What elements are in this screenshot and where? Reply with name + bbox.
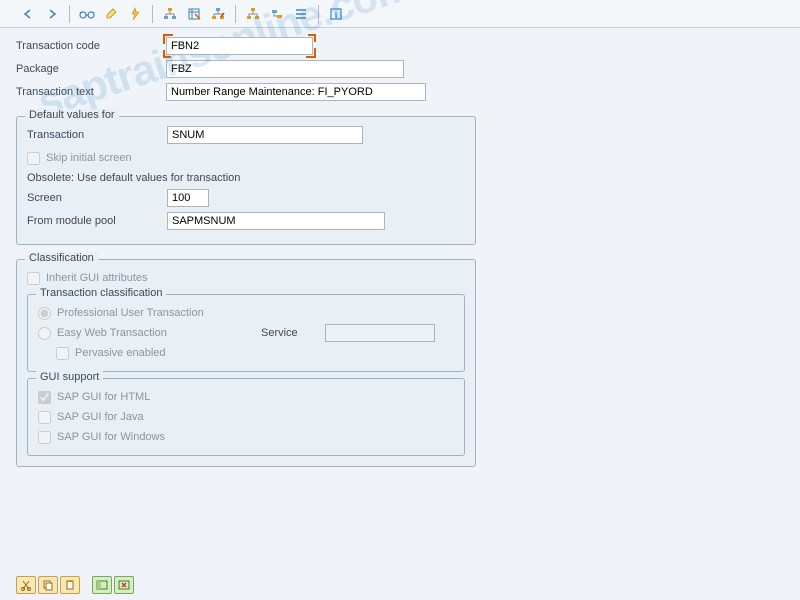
gui-win-checkbox <box>38 431 51 444</box>
glasses-icon[interactable] <box>77 4 97 24</box>
gui-java-checkbox <box>38 411 51 424</box>
gui-html-label: SAP GUI for HTML <box>57 391 150 403</box>
back-icon[interactable] <box>18 4 38 24</box>
ttext-label: Transaction text <box>16 86 166 98</box>
easy-radio <box>38 327 51 340</box>
module-label: From module pool <box>27 215 167 227</box>
inherit-label: Inherit GUI attributes <box>46 272 148 284</box>
stack-icon[interactable] <box>291 4 311 24</box>
gui-title: GUI support <box>36 371 103 383</box>
hierarchy-icon[interactable] <box>243 4 263 24</box>
layout-close-icon[interactable] <box>114 576 134 594</box>
prof-label: Professional User Transaction <box>57 307 204 319</box>
paste-icon[interactable] <box>60 576 80 594</box>
gui-java-label: SAP GUI for Java <box>57 411 144 423</box>
toolbar-separator <box>235 5 236 23</box>
cut-icon[interactable] <box>16 576 36 594</box>
transaction-classification-box: Transaction classification Professional … <box>27 294 465 372</box>
package-label: Package <box>16 63 166 75</box>
transaction-label: Transaction <box>27 129 167 141</box>
screen-input[interactable] <box>167 189 209 207</box>
defaults-title: Default values for <box>25 109 119 121</box>
forward-icon[interactable] <box>42 4 62 24</box>
obsolete-note: Obsolete: Use default values for transac… <box>27 172 465 184</box>
application-toolbar: i <box>0 0 800 28</box>
toolbar-separator <box>69 5 70 23</box>
info-icon[interactable]: i <box>326 4 346 24</box>
object-list-icon[interactable] <box>184 4 204 24</box>
gui-win-label: SAP GUI for Windows <box>57 431 165 443</box>
gui-support-box: GUI support SAP GUI for HTML SAP GUI for… <box>27 378 465 456</box>
service-input <box>325 324 435 342</box>
classification-group: Classification Inherit GUI attributes Tr… <box>16 259 476 467</box>
transaction-input[interactable] <box>167 126 363 144</box>
screen-label: Screen <box>27 192 167 204</box>
copy-icon[interactable] <box>38 576 58 594</box>
service-label: Service <box>261 327 321 339</box>
assign-icon[interactable] <box>267 4 287 24</box>
toolbar-separator <box>152 5 153 23</box>
pervasive-checkbox <box>56 347 69 360</box>
package-input[interactable] <box>166 60 404 78</box>
tcode-input[interactable] <box>166 37 313 55</box>
where-used-in-icon[interactable] <box>160 4 180 24</box>
activate-icon[interactable] <box>125 4 145 24</box>
pervasive-label: Pervasive enabled <box>75 347 166 359</box>
prof-radio <box>38 307 51 320</box>
easy-label: Easy Web Transaction <box>57 327 257 339</box>
layout-icon[interactable] <box>92 576 112 594</box>
toolbar-separator <box>318 5 319 23</box>
inherit-checkbox <box>27 272 40 285</box>
module-input[interactable] <box>167 212 385 230</box>
tcode-label: Transaction code <box>16 40 166 52</box>
gui-html-checkbox <box>38 391 51 404</box>
tc-title: Transaction classification <box>36 287 166 299</box>
edit-icon[interactable] <box>101 4 121 24</box>
defaults-group: Default values for Transaction Skip init… <box>16 116 476 245</box>
skip-initial-label: Skip initial screen <box>46 152 132 164</box>
ttext-input[interactable] <box>166 83 426 101</box>
classification-title: Classification <box>25 252 98 264</box>
navigate-sub-icon[interactable] <box>208 4 228 24</box>
skip-initial-checkbox <box>27 152 40 165</box>
bottom-toolbar <box>16 576 134 594</box>
main-content: Transaction code Package Transaction tex… <box>0 28 800 475</box>
